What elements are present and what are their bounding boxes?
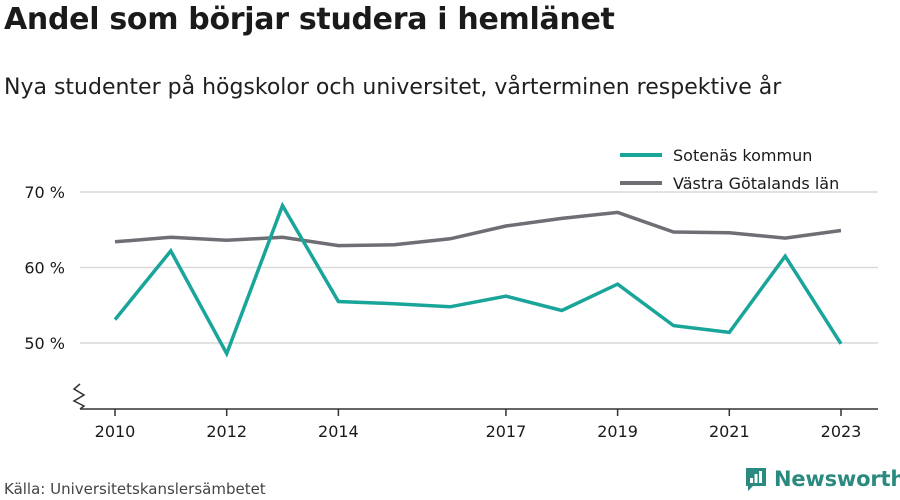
x-tick-label: 2017	[486, 422, 527, 441]
legend: Sotenäs kommun Västra Götalands län	[620, 146, 839, 193]
axes: 2010 2012 2014 2017 2019 2021 2023	[72, 383, 878, 441]
x-tick-label: 2021	[709, 422, 750, 441]
y-tick-label: 70 %	[24, 183, 65, 202]
brand-logo: Newsworthy	[744, 466, 900, 492]
source-note: Källa: Universitetskanslersämbetet	[4, 480, 266, 498]
y-tick-label: 50 %	[24, 334, 65, 353]
series-line-0	[113, 201, 843, 358]
legend-label: Västra Götalands län	[673, 174, 839, 193]
series-line-1	[114, 210, 842, 248]
brand-name: Newsworthy	[774, 467, 900, 491]
axis-break-icon	[72, 383, 86, 410]
legend-label: Sotenäs kommun	[673, 146, 812, 165]
chart-subtitle: Nya studenter på högskolor och universit…	[4, 75, 782, 100]
chart-title: Andel som börjar studera i hemlänet	[4, 2, 615, 37]
series	[113, 201, 843, 358]
newsworthy-logo-icon	[746, 468, 766, 491]
gridlines: 50 % 60 % 70 %	[24, 183, 878, 353]
x-tick-label: 2019	[597, 422, 638, 441]
x-tick-label: 2014	[318, 422, 359, 441]
x-tick-label: 2023	[821, 422, 862, 441]
y-tick-label: 60 %	[24, 259, 65, 278]
x-tick-label: 2010	[95, 422, 136, 441]
x-tick-label: 2012	[206, 422, 247, 441]
